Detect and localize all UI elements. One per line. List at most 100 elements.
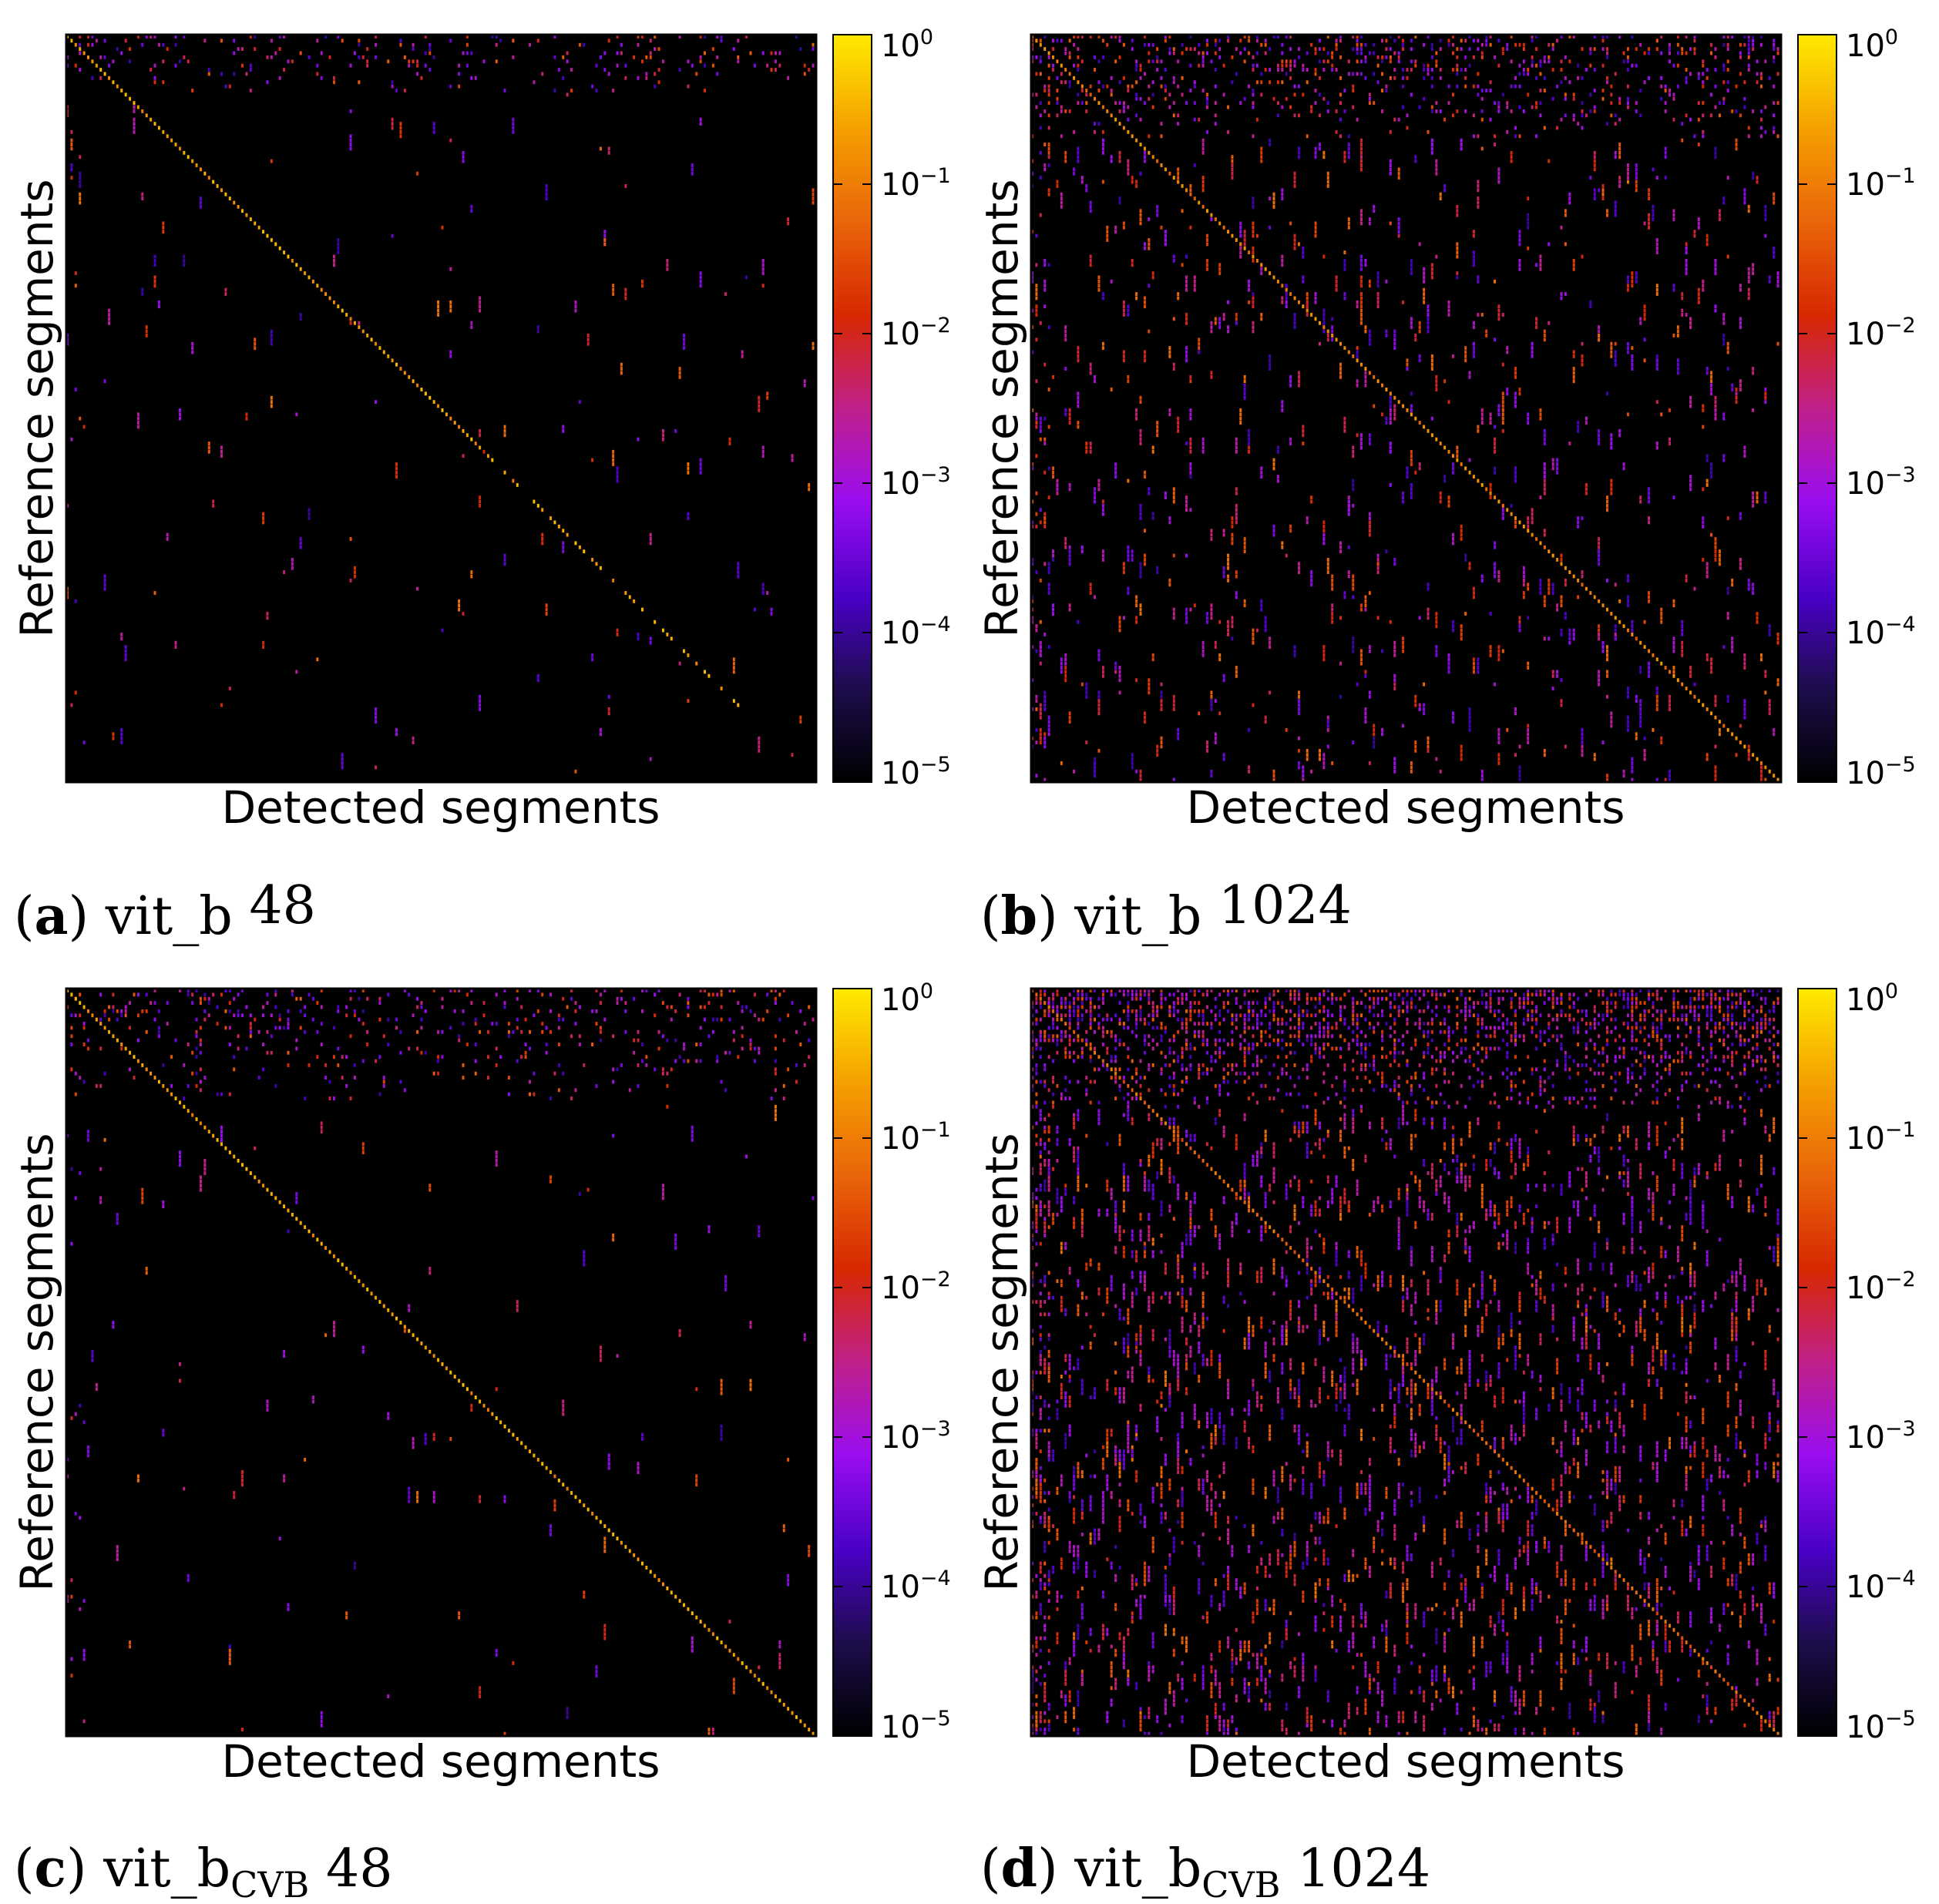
heatmap-b-cell-849 <box>1035 416 1038 421</box>
heatmap-b-cell-1973 <box>1584 421 1588 425</box>
heatmap-b-cell-2968 <box>1364 720 1367 724</box>
heatmap-c-cell-702 <box>424 1441 427 1446</box>
heatmap-b-cell-1137 <box>1773 196 1776 201</box>
heatmap-b-cell-3178 <box>1139 774 1142 778</box>
heatmap-b-cell-1518 <box>1252 300 1255 304</box>
heatmap-c-cell-126 <box>304 1005 307 1009</box>
heatmap-a-cell-75 <box>241 47 244 52</box>
heatmap-a-cell-552 <box>562 541 565 546</box>
heatmap-b-cell-3014 <box>1326 720 1329 724</box>
heatmap-b-cell-2174 <box>1584 487 1588 492</box>
heatmap-c-cell-725 <box>241 1478 244 1483</box>
heatmap-b-cell-3028 <box>1177 736 1180 740</box>
heatmap-a-cell-472 <box>136 416 139 421</box>
heatmap-b-cell-2542 <box>1543 595 1546 599</box>
heatmap-b-cell-2513 <box>1752 583 1755 587</box>
heatmap-b-cell-1894 <box>1373 404 1376 408</box>
heatmap-b-cell-2530 <box>1522 595 1525 599</box>
heatmap-a-cell-212 <box>320 76 323 80</box>
heatmap-b-cell-2533 <box>1648 599 1650 603</box>
heatmap-c-cell-650 <box>678 1328 681 1333</box>
heatmap-a-cell-673 <box>99 68 102 72</box>
heatmap-b-cell-139 <box>1722 42 1726 47</box>
heatmap-a-cell-744 <box>395 362 398 367</box>
heatmap-b-cell-2745 <box>1322 657 1326 662</box>
heatmap-b-cell-604 <box>1672 92 1675 97</box>
heatmap-c-cell-1 <box>178 989 181 992</box>
heatmap-b-cell-2163 <box>1068 487 1071 492</box>
heatmap-a-cell-479 <box>503 428 506 433</box>
heatmap-b-cell-406 <box>1527 68 1530 72</box>
heatmap-a-cell-493 <box>207 445 210 450</box>
heatmap-b-cell-1765 <box>1406 358 1409 363</box>
heatmap-a-cell-74 <box>237 47 240 52</box>
heatmap-b-cell-946 <box>1347 146 1350 151</box>
heatmap-c-cell-69 <box>766 992 769 997</box>
heatmap-c-cell-447 <box>616 1067 619 1072</box>
heatmap-b-cell-2486 <box>1539 591 1542 595</box>
heatmap-b-cell-1730 <box>1631 346 1634 351</box>
heatmap-b-cell-60 <box>1052 39 1054 43</box>
heatmap-a-cell-104 <box>704 51 707 55</box>
heatmap-b-cell-1958 <box>1039 416 1042 421</box>
heatmap-b-cell-2105 <box>1543 475 1546 479</box>
heatmap-c-cell-721 <box>637 1466 640 1470</box>
heatmap-b-cell-1585 <box>1293 325 1296 330</box>
heatmap-b-cell-2038 <box>1494 449 1496 454</box>
heatmap-a-cell-671 <box>91 59 94 64</box>
heatmap-b-cell-2942 <box>1297 711 1300 716</box>
heatmap-b-cell-78 <box>1339 39 1342 43</box>
heatmap-b-cell-701 <box>1122 109 1125 113</box>
heatmap-b-cell-152 <box>1156 47 1159 52</box>
heatmap-b-cell-2386 <box>1718 562 1721 566</box>
heatmap-b-cell-3039 <box>1527 732 1530 737</box>
heatmap-b-cell-1856 <box>1764 388 1767 391</box>
heatmap-c-cell-723 <box>241 1470 244 1474</box>
heatmap-b-cell-340 <box>1201 63 1205 68</box>
heatmap-b-cell-2795 <box>1477 657 1480 662</box>
heatmap-b-cell-1268 <box>1293 246 1296 250</box>
heatmap-b-cell-2700 <box>1352 645 1355 650</box>
heatmap-b-cell-1979 <box>1156 433 1159 438</box>
heatmap-b-cell-2166 <box>1410 487 1413 492</box>
heatmap-b-cell-1976 <box>1156 421 1159 425</box>
heatmap-b-cell-2075 <box>1705 458 1709 462</box>
heatmap-b-cell-35 <box>1510 35 1513 39</box>
heatmap-b-cell-1154 <box>1614 200 1617 205</box>
heatmap-b-cell-1457 <box>1035 292 1038 296</box>
heatmap-c-cell-129 <box>345 1005 348 1009</box>
heatmap-c-cell-349 <box>545 1043 548 1046</box>
heatmap-b-cell-1473 <box>1423 287 1426 292</box>
heatmap-b-cell-1354 <box>1518 263 1521 267</box>
heatmap-a-cell-38 <box>270 39 273 43</box>
heatmap-b-cell-2292 <box>1648 516 1650 520</box>
heatmap-b-cell-2274 <box>1168 516 1171 520</box>
heatmap-c-cell-135 <box>566 1005 569 1009</box>
heatmap-b-cell-95 <box>1601 39 1605 43</box>
heatmap-b-cell-70 <box>1218 39 1222 43</box>
heatmap-b-cell-2545 <box>1560 595 1563 599</box>
heatmap-b-cell-1151 <box>1089 200 1092 205</box>
heatmap-b-cell-2984 <box>1451 715 1454 720</box>
heatmap-c-cell-137 <box>666 1005 669 1009</box>
heatmap-b-cell-3378 <box>1759 761 1763 765</box>
heatmap-c-cell-391 <box>728 1050 731 1055</box>
heatmap-b-cell-2260 <box>1043 512 1047 516</box>
heatmap-b-cell-1528 <box>1285 300 1288 304</box>
heatmap-b-cell-626 <box>1672 96 1675 101</box>
heatmap-b-cell-452 <box>1160 76 1163 80</box>
heatmap-c-cell-516 <box>549 1096 553 1100</box>
heatmap-b-cell-2540 <box>1364 599 1367 603</box>
heatmap-a-cell-480 <box>503 433 506 438</box>
heatmap-b-cell-2820 <box>1064 670 1067 674</box>
heatmap-b-cell-1150 <box>1722 200 1726 205</box>
heatmap-b-cell-2557 <box>1618 599 1621 603</box>
heatmap-b-cell-3042 <box>1581 727 1584 732</box>
heatmap-b-cell-2570 <box>1210 607 1213 612</box>
heatmap-a-cell-44 <box>499 39 502 43</box>
heatmap-a-cell-722 <box>304 271 307 276</box>
heatmap-a-cell-357 <box>332 254 335 259</box>
heatmap-b-cell-436 <box>1522 72 1525 76</box>
heatmap-b-cell-1398 <box>1376 279 1379 284</box>
heatmap-b-cell-2474 <box>1480 578 1484 583</box>
